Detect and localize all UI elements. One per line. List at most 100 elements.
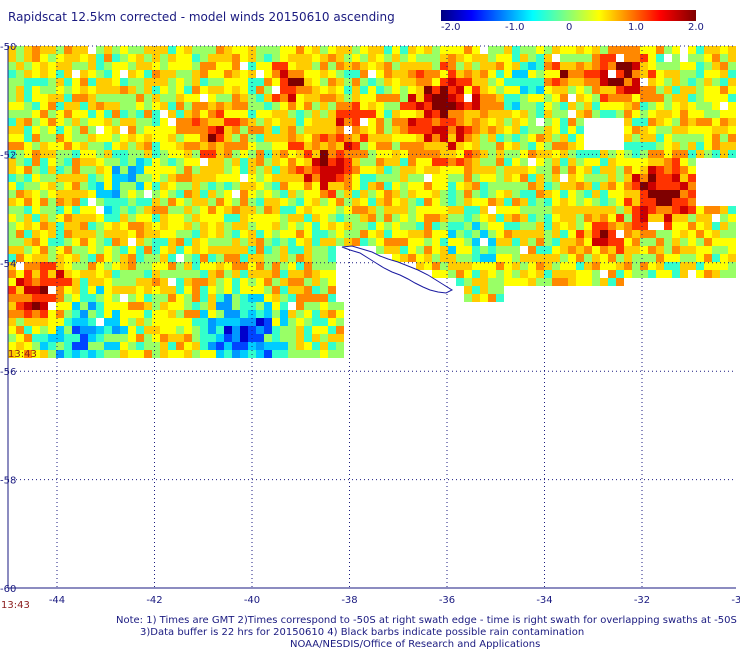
wind-diff-cell bbox=[472, 222, 480, 230]
wind-diff-cell bbox=[464, 270, 472, 278]
wind-diff-cell bbox=[624, 110, 632, 118]
wind-diff-cell bbox=[64, 326, 72, 334]
wind-diff-cell bbox=[64, 334, 72, 342]
wind-diff-cell bbox=[320, 206, 328, 214]
wind-diff-cell bbox=[72, 174, 80, 182]
wind-diff-cell bbox=[168, 198, 176, 206]
wind-diff-cell bbox=[544, 246, 552, 254]
wind-diff-cell bbox=[224, 102, 232, 110]
latitude-label: -50 bbox=[0, 42, 16, 53]
wind-diff-cell bbox=[376, 126, 384, 134]
wind-diff-cell bbox=[144, 166, 152, 174]
wind-diff-cell bbox=[464, 166, 472, 174]
wind-diff-cell bbox=[480, 246, 488, 254]
wind-diff-cell bbox=[224, 270, 232, 278]
wind-diff-cell bbox=[296, 126, 304, 134]
wind-diff-cell bbox=[160, 238, 168, 246]
wind-diff-cell bbox=[8, 86, 16, 94]
wind-diff-cell bbox=[352, 78, 360, 86]
wind-diff-cell bbox=[32, 230, 40, 238]
wind-diff-cell bbox=[592, 166, 600, 174]
wind-diff-cell bbox=[184, 182, 192, 190]
wind-diff-cell bbox=[152, 326, 160, 334]
wind-diff-cell bbox=[16, 238, 24, 246]
wind-diff-cell bbox=[728, 62, 736, 70]
wind-diff-cell bbox=[336, 190, 344, 198]
wind-diff-cell bbox=[272, 246, 280, 254]
wind-diff-cell bbox=[216, 222, 224, 230]
wind-diff-cell bbox=[8, 126, 16, 134]
wind-diff-cell bbox=[88, 326, 96, 334]
wind-diff-cell bbox=[224, 214, 232, 222]
wind-diff-cell bbox=[528, 126, 536, 134]
wind-diff-cell bbox=[272, 278, 280, 286]
wind-diff-cell bbox=[616, 110, 624, 118]
wind-diff-cell bbox=[328, 318, 336, 326]
wind-diff-cell bbox=[88, 54, 96, 62]
wind-diff-cell bbox=[576, 190, 584, 198]
wind-diff-cell bbox=[640, 174, 648, 182]
wind-diff-cell bbox=[368, 206, 376, 214]
wind-diff-cell bbox=[176, 198, 184, 206]
wind-diff-cell bbox=[360, 110, 368, 118]
wind-diff-cell bbox=[56, 174, 64, 182]
wind-diff-cell bbox=[328, 294, 336, 302]
wind-diff-cell bbox=[200, 334, 208, 342]
wind-diff-cell bbox=[312, 334, 320, 342]
wind-diff-cell bbox=[168, 238, 176, 246]
wind-diff-cell bbox=[144, 326, 152, 334]
wind-diff-cell bbox=[112, 126, 120, 134]
wind-diff-cell bbox=[504, 134, 512, 142]
wind-diff-cell bbox=[336, 126, 344, 134]
wind-diff-cell bbox=[696, 238, 704, 246]
wind-diff-cell bbox=[40, 142, 48, 150]
wind-diff-cell bbox=[520, 54, 528, 62]
wind-diff-cell bbox=[216, 318, 224, 326]
wind-diff-cell bbox=[384, 158, 392, 166]
wind-diff-cell bbox=[520, 94, 528, 102]
wind-diff-cell bbox=[648, 118, 656, 126]
wind-diff-cell bbox=[544, 190, 552, 198]
wind-diff-cell bbox=[408, 190, 416, 198]
wind-diff-cell bbox=[536, 254, 544, 262]
wind-diff-cell bbox=[280, 118, 288, 126]
wind-diff-cell bbox=[400, 54, 408, 62]
wind-diff-cell bbox=[80, 78, 88, 86]
wind-diff-cell bbox=[544, 262, 552, 270]
wind-diff-cell bbox=[64, 126, 72, 134]
wind-diff-cell bbox=[504, 238, 512, 246]
wind-diff-cell bbox=[560, 222, 568, 230]
wind-diff-cell bbox=[160, 78, 168, 86]
wind-diff-cell bbox=[304, 158, 312, 166]
wind-diff-cell bbox=[152, 286, 160, 294]
wind-diff-cell bbox=[96, 46, 104, 54]
wind-diff-cell bbox=[96, 238, 104, 246]
wind-diff-cell bbox=[104, 230, 112, 238]
wind-diff-cell bbox=[424, 222, 432, 230]
wind-diff-cell bbox=[120, 326, 128, 334]
wind-diff-cell bbox=[296, 70, 304, 78]
wind-diff-cell bbox=[40, 78, 48, 86]
wind-diff-cell bbox=[512, 270, 520, 278]
wind-diff-cell bbox=[256, 350, 264, 358]
wind-diff-cell bbox=[672, 54, 680, 62]
wind-diff-cell bbox=[56, 142, 64, 150]
wind-diff-cell bbox=[184, 102, 192, 110]
wind-diff-cell bbox=[664, 158, 672, 166]
wind-diff-cell bbox=[688, 54, 696, 62]
missing-cell bbox=[720, 102, 728, 110]
wind-diff-cell bbox=[448, 86, 456, 94]
wind-diff-cell bbox=[144, 222, 152, 230]
wind-diff-cell bbox=[552, 222, 560, 230]
wind-diff-cell bbox=[136, 214, 144, 222]
wind-diff-cell bbox=[448, 94, 456, 102]
wind-diff-cell bbox=[648, 214, 656, 222]
wind-diff-cell bbox=[616, 102, 624, 110]
wind-diff-cell bbox=[568, 86, 576, 94]
wind-diff-cell bbox=[600, 254, 608, 262]
wind-diff-cell bbox=[160, 350, 168, 358]
wind-diff-cell bbox=[720, 238, 728, 246]
wind-diff-cell bbox=[56, 118, 64, 126]
wind-diff-cell bbox=[112, 86, 120, 94]
wind-diff-cell bbox=[64, 246, 72, 254]
